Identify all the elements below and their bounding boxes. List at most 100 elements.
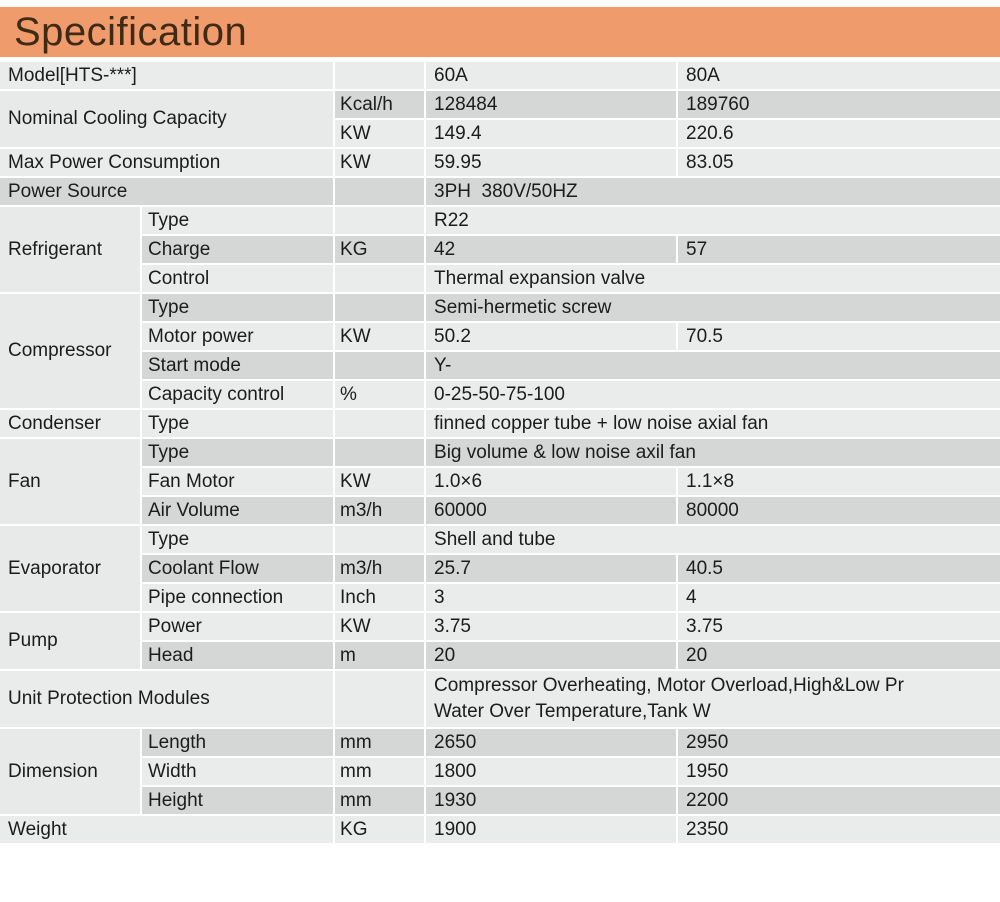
compressor-start-mode-unit-empty: [333, 350, 427, 381]
cooling-kcal-unit: Kcal/h: [333, 89, 427, 120]
row-cooling-kw: KW 149.4 220.6: [0, 118, 1000, 149]
compressor-type-sub: Type: [139, 292, 336, 323]
pump-power-sub: Power: [139, 611, 336, 642]
weight-label: Weight: [0, 814, 336, 845]
row-weight: Weight KG 1900 2350: [0, 814, 1000, 845]
dimension-width-sub: Width: [139, 756, 336, 787]
model-60a-header: 60A: [424, 60, 679, 91]
max-power-unit: KW: [333, 147, 427, 178]
fan-motor-60a: 1.0×6: [424, 466, 679, 497]
compressor-motor-power-unit: KW: [333, 321, 427, 352]
row-compressor-capacity-control: Capacity control % 0-25-50-75-100: [0, 379, 1000, 410]
row-pump-head: Head m 20 20: [0, 640, 1000, 671]
evaporator-type-unit-empty: [333, 524, 427, 555]
evaporator-coolant-flow-unit: m3/h: [333, 553, 427, 584]
fan-label: Fan: [0, 437, 142, 526]
compressor-start-mode-value: Y-: [424, 350, 1000, 381]
cooling-kw-unit: KW: [333, 118, 427, 149]
row-unit-protection: Unit Protection Modules Compressor Overh…: [0, 669, 1000, 729]
fan-type-unit-empty: [333, 437, 427, 468]
title-banner: Specification: [0, 7, 1000, 57]
unit-protection-line1: Compressor Overheating, Motor Overload,H…: [434, 675, 904, 696]
pump-power-60a: 3.75: [424, 611, 679, 642]
evaporator-type-sub: Type: [139, 524, 336, 555]
refrigerant-control-value: Thermal expansion valve: [424, 263, 1000, 294]
compressor-label: Compressor: [0, 292, 142, 410]
dimension-length-60a: 2650: [424, 727, 679, 758]
max-power-label: Max Power Consumption: [0, 147, 336, 178]
model-80a-header: 80A: [676, 60, 1000, 91]
row-refrigerant-type: Refrigerant Type R22: [0, 205, 1000, 294]
power-source-label: Power Source: [0, 176, 336, 207]
row-dimension-width: Width mm 1800 1950: [0, 756, 1000, 787]
fan-air-volume-sub: Air Volume: [139, 495, 336, 526]
row-fan-type: Fan Type Big volume & low noise axil fan: [0, 437, 1000, 526]
pump-power-80a: 3.75: [676, 611, 1000, 642]
max-power-80a: 83.05: [676, 147, 1000, 178]
row-condenser-type: Condenser Type finned copper tube + low …: [0, 408, 1000, 439]
row-model: Model[HTS-***] 60A 80A: [0, 60, 1000, 91]
fan-motor-80a: 1.1×8: [676, 466, 1000, 497]
evaporator-coolant-flow-80a: 40.5: [676, 553, 1000, 584]
compressor-motor-power-80a: 70.5: [676, 321, 1000, 352]
condenser-label: Condenser: [0, 408, 142, 439]
compressor-capacity-control-unit: %: [333, 379, 427, 410]
unit-protection-value: Compressor Overheating, Motor Overload,H…: [424, 669, 1000, 729]
dimension-height-60a: 1930: [424, 785, 679, 816]
row-max-power: Max Power Consumption KW 59.95 83.05: [0, 147, 1000, 178]
compressor-type-unit-empty: [333, 292, 427, 323]
compressor-type-value: Semi-hermetic screw: [424, 292, 1000, 323]
weight-60a: 1900: [424, 814, 679, 845]
refrigerant-type-unit-empty: [333, 205, 427, 236]
compressor-start-mode-sub: Start mode: [139, 350, 336, 381]
row-power-source: Power Source 3PH 380V/50HZ: [0, 176, 1000, 207]
fan-air-volume-60a: 60000: [424, 495, 679, 526]
row-evaporator-type: Evaporator Type Shell and tube: [0, 524, 1000, 613]
refrigerant-charge-60a: 42: [424, 234, 679, 265]
pump-head-80a: 20: [676, 640, 1000, 671]
dimension-width-80a: 1950: [676, 756, 1000, 787]
cooling-kcal-60a: 128484: [424, 89, 679, 120]
row-dimension-length: Dimension Length mm 2650 2950: [0, 727, 1000, 816]
refrigerant-type-value: R22: [424, 205, 1000, 236]
dimension-length-80a: 2950: [676, 727, 1000, 758]
page-title: Specification: [14, 10, 248, 54]
evaporator-pipe-connection-unit: Inch: [333, 582, 427, 613]
refrigerant-charge-80a: 57: [676, 234, 1000, 265]
refrigerant-label: Refrigerant: [0, 205, 142, 294]
compressor-capacity-control-sub: Capacity control: [139, 379, 336, 410]
unit-protection-label: Unit Protection Modules: [0, 669, 336, 729]
refrigerant-charge-unit: KG: [333, 234, 427, 265]
model-unit-empty: [333, 60, 427, 91]
unit-protection-unit-empty: [333, 669, 427, 729]
condenser-type-sub: Type: [139, 408, 336, 439]
cooling-kw-60a: 149.4: [424, 118, 679, 149]
dimension-height-sub: Height: [139, 785, 336, 816]
evaporator-coolant-flow-60a: 25.7: [424, 553, 679, 584]
refrigerant-charge-sub: Charge: [139, 234, 336, 265]
fan-motor-sub: Fan Motor: [139, 466, 336, 497]
dimension-width-60a: 1800: [424, 756, 679, 787]
unit-protection-line2: Water Over Temperature,Tank W: [434, 701, 711, 722]
max-power-60a: 59.95: [424, 147, 679, 178]
refrigerant-control-unit-empty: [333, 263, 427, 294]
fan-type-value: Big volume & low noise axil fan: [424, 437, 1000, 468]
evaporator-type-value: Shell and tube: [424, 524, 1000, 555]
fan-air-volume-unit: m3/h: [333, 495, 427, 526]
dimension-height-80a: 2200: [676, 785, 1000, 816]
pump-head-60a: 20: [424, 640, 679, 671]
row-fan-air-volume: Air Volume m3/h 60000 80000: [0, 495, 1000, 526]
row-fan-motor: Fan Motor KW 1.0×6 1.1×8: [0, 466, 1000, 497]
evaporator-pipe-connection-80a: 4: [676, 582, 1000, 613]
row-refrigerant-charge: Charge KG 42 57: [0, 234, 1000, 265]
weight-unit: KG: [333, 814, 427, 845]
compressor-motor-power-sub: Motor power: [139, 321, 336, 352]
row-compressor-motor-power: Motor power KW 50.2 70.5: [0, 321, 1000, 352]
condenser-type-value: finned copper tube + low noise axial fan: [424, 408, 1000, 439]
cooling-kw-80a: 220.6: [676, 118, 1000, 149]
row-dimension-height: Height mm 1930 2200: [0, 785, 1000, 816]
evaporator-coolant-flow-sub: Coolant Flow: [139, 553, 336, 584]
evaporator-pipe-connection-60a: 3: [424, 582, 679, 613]
evaporator-label: Evaporator: [0, 524, 142, 613]
row-evaporator-pipe-connection: Pipe connection Inch 3 4: [0, 582, 1000, 613]
